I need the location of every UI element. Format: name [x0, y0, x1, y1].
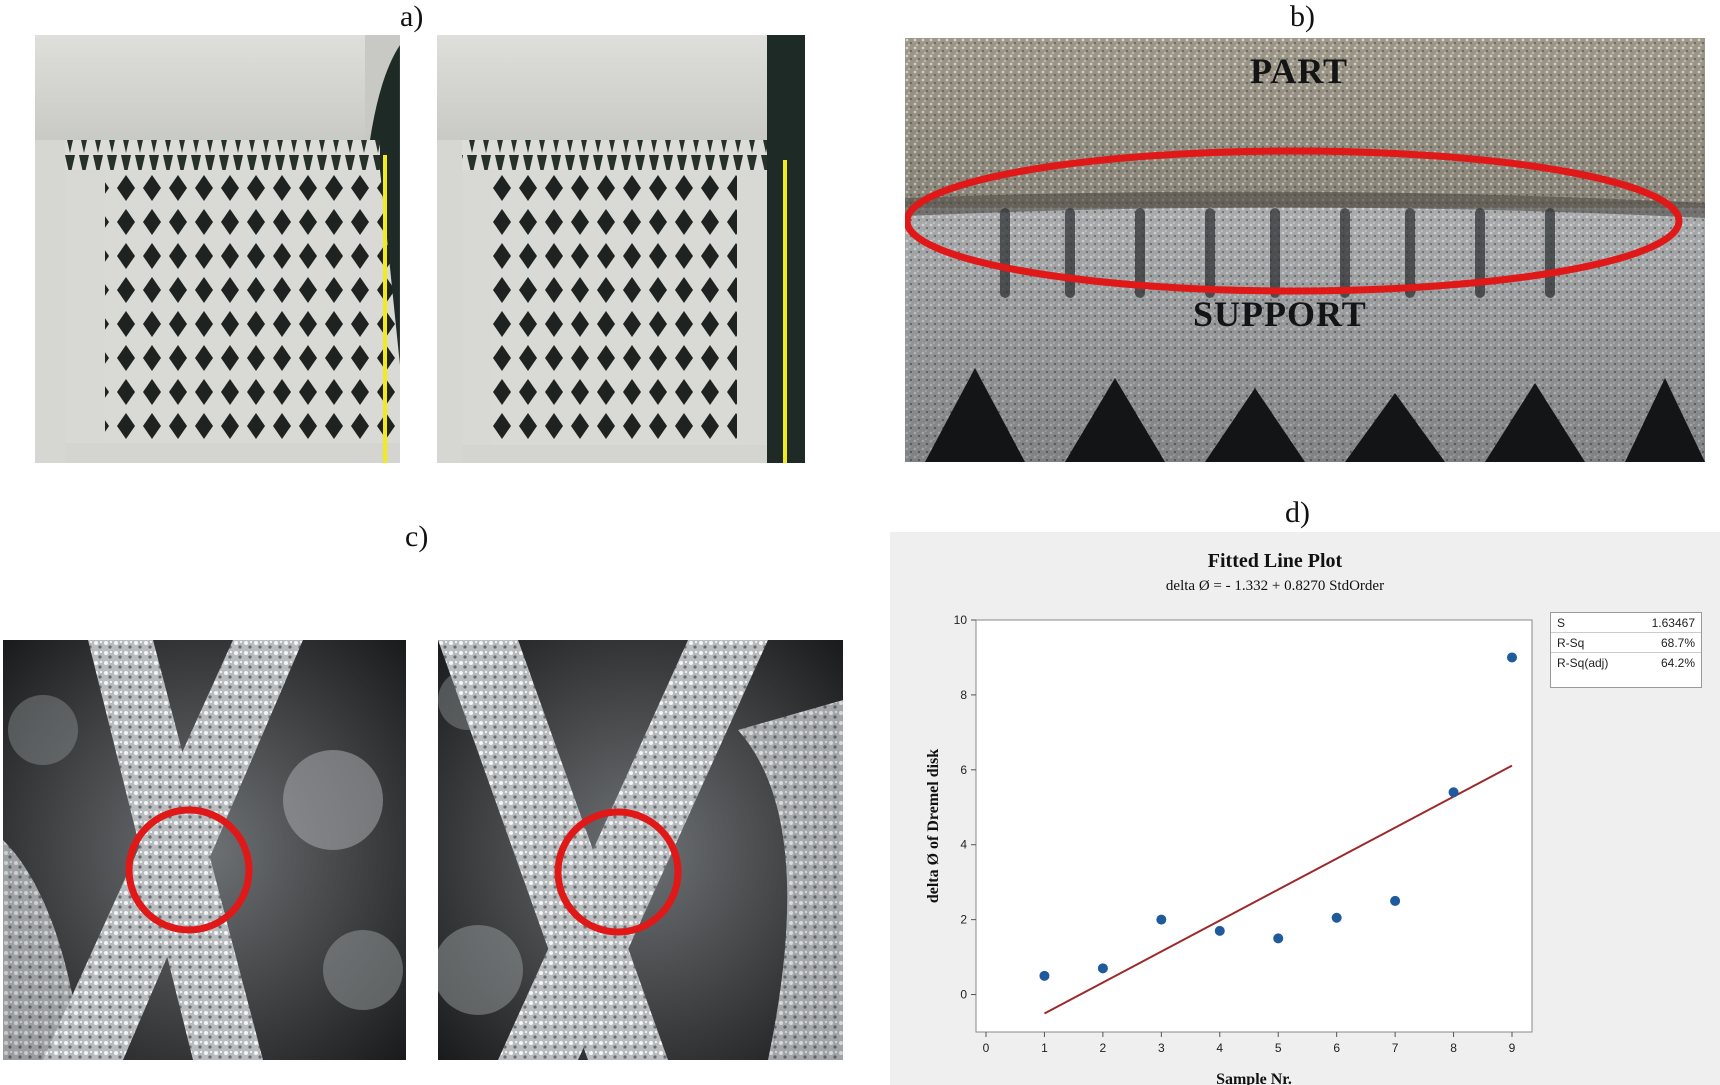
interface-highlight-ellipse — [905, 147, 1683, 295]
photo-b-interface: PART SUPPORT — [905, 38, 1705, 462]
data-point-4 — [1214, 925, 1225, 936]
data-point-8 — [1448, 787, 1459, 798]
y-axis-label: delta Ø of Dremel disk — [925, 749, 942, 903]
stats-row-0: S 1.63467 — [1551, 613, 1701, 633]
y-tick-label-1: 2 — [960, 913, 967, 927]
data-point-1 — [1039, 970, 1050, 981]
chart-subtitle: delta Ø = - 1.332 + 0.8270 StdOrder — [1165, 578, 1385, 594]
chart-title: Fitted Line Plot — [1207, 550, 1343, 572]
fitted-line-plot: Fitted Line Plot delta Ø = - 1.332 + 0.8… — [890, 532, 1720, 1085]
x-tick-label-3: 3 — [1158, 1041, 1165, 1055]
photo-c-left — [3, 640, 406, 1060]
x-tick-label-2: 2 — [1100, 1041, 1107, 1055]
x-tick-label-0: 0 — [983, 1041, 990, 1055]
support-label: SUPPORT — [1193, 294, 1367, 334]
data-point-6 — [1331, 912, 1342, 923]
x-tick-label-1: 1 — [1041, 1041, 1048, 1055]
stats-value: 1.63467 — [1651, 616, 1695, 630]
photo-c-right — [438, 640, 843, 1060]
part-label: PART — [1250, 51, 1349, 91]
stats-value: 68.7% — [1660, 636, 1695, 650]
stats-row-2: R-Sq(adj) 64.2% — [1551, 653, 1701, 672]
x-tick-label-8: 8 — [1450, 1041, 1457, 1055]
panel-label-d: d) — [1285, 496, 1310, 529]
panel-label-c: c) — [405, 520, 429, 553]
photo-a-left — [35, 35, 400, 463]
stats-value: 64.2% — [1660, 656, 1695, 670]
x-tick-label-4: 4 — [1216, 1041, 1223, 1055]
stats-label: R-Sq — [1557, 636, 1585, 650]
x-tick-label-5: 5 — [1275, 1041, 1282, 1055]
chart-svg: 0 2 4 6 8 10 0 1 2 3 4 5 6 7 8 9 Sample Nr. delta Ø of Dr… — [925, 613, 1533, 1085]
plot-frame — [975, 619, 1533, 1033]
data-point-9 — [1507, 652, 1517, 663]
y-tick-label-5: 10 — [954, 613, 968, 627]
data-point-5 — [1273, 933, 1284, 944]
y-tick-label-2: 4 — [960, 838, 967, 852]
stats-row-1: R-Sq 68.7% — [1551, 633, 1701, 653]
y-tick-label-3: 6 — [960, 763, 967, 777]
x-tick-label-6: 6 — [1333, 1041, 1340, 1055]
stats-label: S — [1557, 616, 1566, 630]
panel-label-a: a) — [400, 0, 424, 33]
data-point-2 — [1097, 963, 1108, 974]
stats-label: R-Sq(adj) — [1557, 656, 1609, 670]
data-point-7 — [1390, 895, 1401, 906]
x-tick-label-7: 7 — [1392, 1041, 1399, 1055]
defect-highlight-circle — [554, 808, 682, 936]
x-tick-label-9: 9 — [1509, 1041, 1516, 1055]
data-point-3 — [1156, 914, 1167, 925]
defect-highlight-circle — [125, 806, 253, 934]
panel-label-b: b) — [1290, 0, 1315, 33]
x-axis-label: Sample Nr. — [1216, 1071, 1292, 1085]
photo-a-right — [437, 35, 805, 463]
fit-line — [1043, 764, 1513, 1015]
regression-stats-box: S 1.63467 R-Sq 68.7% R-Sq(adj) 64.2% — [1550, 612, 1702, 688]
y-tick-label-0: 0 — [960, 988, 967, 1002]
y-tick-label-4: 8 — [960, 688, 967, 702]
